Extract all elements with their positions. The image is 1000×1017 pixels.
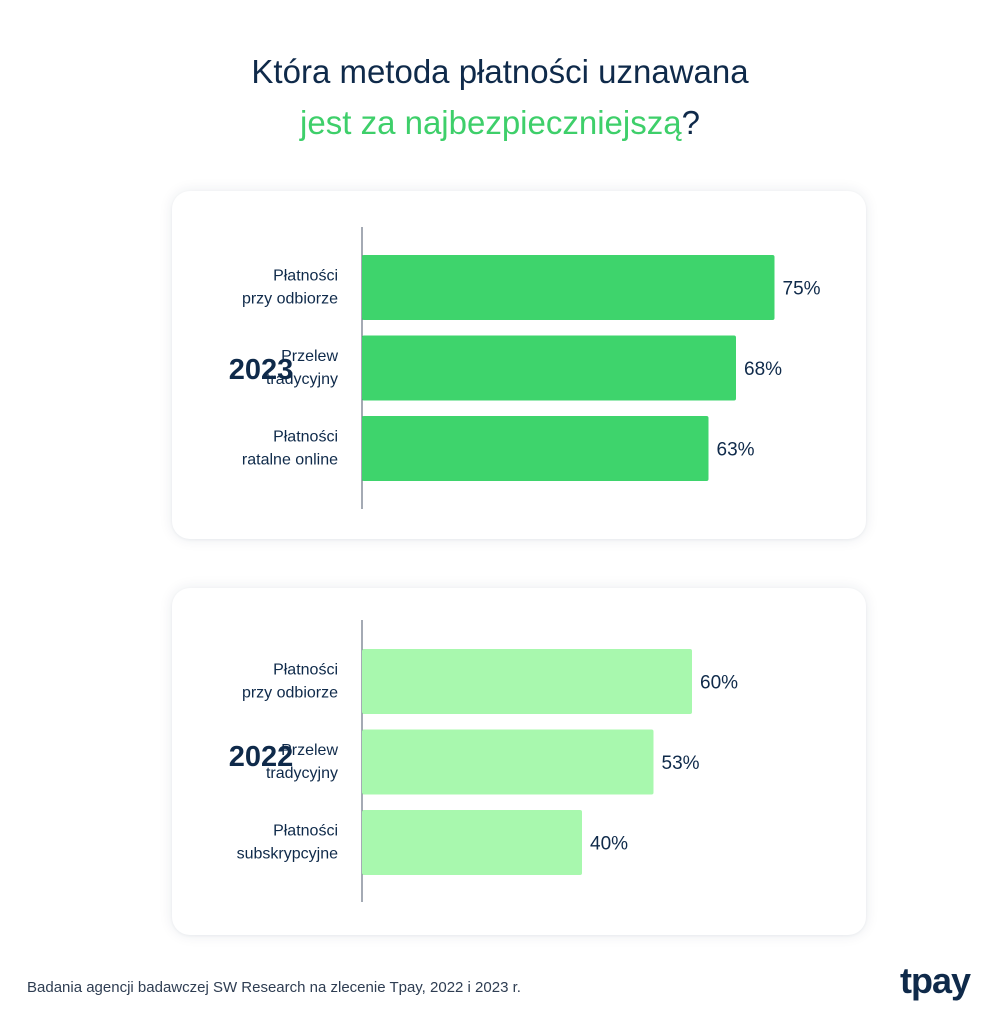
category-label-2022-1: Płatności przy odbiorze: [242, 662, 338, 702]
category-label-line-2022-1-1: Płatności: [273, 662, 338, 679]
category-label-line-2022-3-1: Płatności: [273, 823, 338, 840]
chart-title-question-mark: ?: [681, 104, 700, 141]
category-label-2023-2: Przelew tradycyjny: [266, 348, 338, 388]
category-label-line-2022-3-2: subskrypcyjne: [237, 846, 338, 863]
category-label-line-2023-2-2: tradycyjny: [266, 371, 338, 388]
chart-panel-2022: 2022 60% Płatności przy odbiorze 53% Przelew…: [172, 588, 866, 935]
bar-2022-1: [362, 649, 692, 714]
bar-2022-2: [362, 729, 654, 795]
category-label-line-2023-1-1: Płatności: [273, 268, 338, 285]
value-label-2023-2: 68%: [744, 359, 782, 380]
category-label-line-2023-2-1: Przelew: [281, 348, 338, 365]
category-label-line-2022-2-2: tradycyjny: [266, 765, 338, 782]
chart-title-highlight: jest za najbezpieczniejszą: [300, 104, 682, 141]
year-label-2023: 2023: [228, 354, 294, 386]
chart-title-line-2: jest za najbezpieczniejszą?: [0, 106, 1000, 139]
category-label-line-2022-2-1: Przelew: [281, 742, 338, 759]
chart-title-line-1: Która metoda płatności uznawana: [251, 53, 749, 90]
year-label-2022: 2022: [228, 741, 294, 773]
chart-panel-2023: 2023 75% Płatności przy odbiorze 68% Przelew…: [172, 191, 866, 539]
category-label-line-2023-3-2: ratalne online: [242, 452, 338, 469]
bar-chart-2022: 60% Płatności przy odbiorze 53% Przelew trady…: [237, 620, 738, 902]
category-label-line-2023-1-2: przy odbiorze: [242, 291, 338, 308]
bar-chart-2023: 75% Płatności przy odbiorze 68% Przelew trady…: [242, 227, 821, 509]
bar-2023-3: [362, 416, 709, 481]
category-label-2023-1: Płatności przy odbiorze: [242, 268, 338, 308]
value-label-2022-1: 60%: [700, 673, 738, 694]
bar-2023-2: [362, 335, 736, 401]
bar-2023-1: [362, 255, 775, 320]
value-label-2023-1: 75%: [783, 279, 821, 300]
value-label-2022-2: 53%: [662, 753, 700, 774]
category-label-2022-3: Płatności subskrypcyjne: [237, 823, 338, 863]
category-label-2022-2: Przelew tradycyjny: [266, 742, 338, 782]
bar-2022-3: [362, 810, 582, 875]
source-footnote: Badania agencji badawczej SW Research na…: [27, 979, 521, 996]
category-label-line-2023-3-1: Płatności: [273, 429, 338, 446]
tpay-logo: tpay: [900, 960, 971, 1001]
value-label-2022-3: 40%: [590, 834, 628, 855]
category-label-line-2022-1-2: przy odbiorze: [242, 685, 338, 702]
value-label-2023-3: 63%: [717, 440, 755, 461]
category-label-2023-3: Płatności ratalne online: [242, 429, 338, 469]
